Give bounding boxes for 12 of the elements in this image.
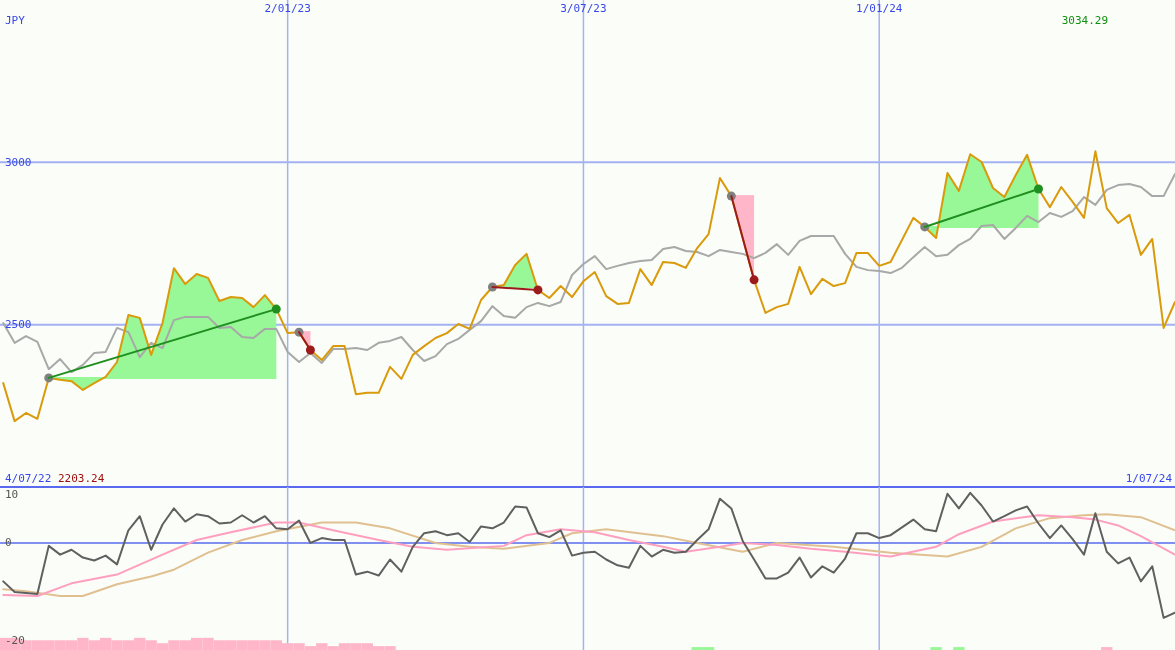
y-tick-label: 3000	[5, 155, 32, 169]
y-tick-label: 10	[5, 487, 19, 501]
x-tick-label: 3/07/23	[560, 2, 607, 15]
x-tick-label: 1/01/24	[856, 2, 903, 15]
annotation: 3034.29	[1061, 14, 1108, 27]
annotation: 1/07/24	[1125, 472, 1173, 485]
annotation: 4/07/22	[5, 472, 52, 485]
y-tick-label: 2500	[5, 318, 32, 332]
y-axis-title: JPY	[5, 14, 26, 27]
y-tick-label: -20	[5, 633, 25, 647]
x-tick-label: 2/01/23	[264, 2, 311, 15]
annotation: 2203.24	[58, 472, 105, 485]
